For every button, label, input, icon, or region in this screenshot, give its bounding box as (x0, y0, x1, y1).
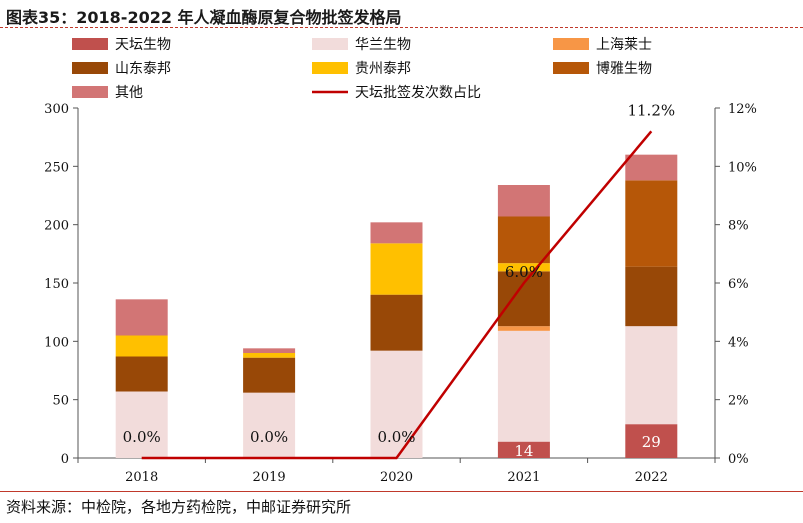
y-tick-label: 0 (61, 452, 69, 467)
bar-segment (625, 180, 678, 267)
bar-segment (625, 424, 678, 458)
line-value-label: 0.0% (250, 428, 288, 446)
bar-segment (370, 222, 423, 244)
bar-segment (625, 326, 678, 425)
y-tick-label: 50 (52, 394, 69, 409)
legend-swatch (553, 62, 589, 74)
line-value-label: 11.2% (627, 101, 675, 119)
line-value-label: 0.0% (377, 428, 415, 446)
legend-label: 上海莱士 (596, 37, 652, 53)
legend-swatch (72, 62, 108, 74)
y2-tick-label: 6% (728, 277, 749, 292)
line-value-label: 6.0% (505, 263, 543, 281)
bar-segment (370, 243, 423, 295)
legend-label: 其他 (115, 85, 143, 101)
legend-label: 贵州泰邦 (355, 61, 411, 77)
bar-value-label: 14 (514, 442, 533, 460)
bar-segment (625, 266, 678, 327)
y2-tick-label: 2% (728, 394, 749, 409)
bar-segment (243, 392, 296, 458)
legend-swatch (553, 38, 589, 50)
footer-divider (0, 491, 803, 492)
bar-segment (115, 391, 168, 458)
y2-tick-label: 8% (728, 219, 749, 234)
bar-segment (497, 216, 550, 264)
y-tick-label: 150 (44, 277, 69, 292)
y2-tick-label: 4% (728, 335, 749, 350)
y-tick-label: 250 (44, 160, 69, 175)
chart-title: 图表35：2018-2022 年人凝血酶原复合物批签发格局 (6, 8, 402, 27)
bar-segment (497, 441, 550, 458)
legend-swatch (312, 38, 348, 50)
bar-segment (625, 154, 678, 181)
y-tick-label: 200 (44, 219, 69, 234)
bar-segment (243, 357, 296, 393)
bar-segment (243, 353, 296, 358)
x-tick-label: 2021 (507, 470, 540, 485)
legend-label: 山东泰邦 (115, 61, 171, 77)
share-line: 0.0% 0.0% 0.0% 6.0% 11.2% (123, 101, 675, 460)
legend-label: 博雅生物 (596, 60, 652, 77)
bar-segment (497, 185, 550, 217)
legend-label: 天坛生物 (115, 37, 171, 53)
bar-segment (115, 356, 168, 392)
bar-segment (243, 348, 296, 353)
legend-label: 华兰生物 (355, 37, 411, 53)
y2-tick-label: 10% (728, 160, 757, 175)
source-note: 资料来源：中检院，各地方药检院，中邮证券研究所 (6, 498, 352, 516)
bar-segment (497, 271, 550, 327)
y2-tick-label: 0% (728, 452, 749, 467)
bar-segment (370, 350, 423, 458)
legend-label: 天坛批签发次数占比 (355, 84, 481, 101)
legend-swatch (312, 62, 348, 74)
x-tick-label: 2020 (380, 470, 413, 485)
x-tick-label: 2022 (635, 470, 668, 485)
legend-swatch (72, 86, 108, 98)
bars (115, 154, 678, 458)
bar-segment (115, 299, 168, 336)
bar-segment (497, 263, 550, 272)
data-labels: 14 29 (514, 433, 660, 460)
legend-swatch (72, 38, 108, 50)
line-value-label: 0.0% (123, 428, 161, 446)
y-tick-label: 100 (44, 335, 69, 350)
y2-tick-label: 12% (728, 102, 757, 117)
bar-segment (115, 335, 168, 357)
y-tick-label: 300 (44, 102, 69, 117)
title-divider (0, 27, 803, 28)
bar-segment (497, 326, 550, 331)
x-tick-label: 2018 (125, 470, 158, 485)
share-line-path (141, 130, 653, 460)
bar-segment (370, 294, 423, 351)
x-tick-label: 2019 (253, 470, 286, 485)
bar-value-label: 29 (642, 433, 661, 451)
axes: 0 50 100 150 200 250 300 0% 2% 4% 6% 8% 10% 12% 2018 20… (44, 102, 757, 485)
bar-segment (497, 330, 550, 442)
